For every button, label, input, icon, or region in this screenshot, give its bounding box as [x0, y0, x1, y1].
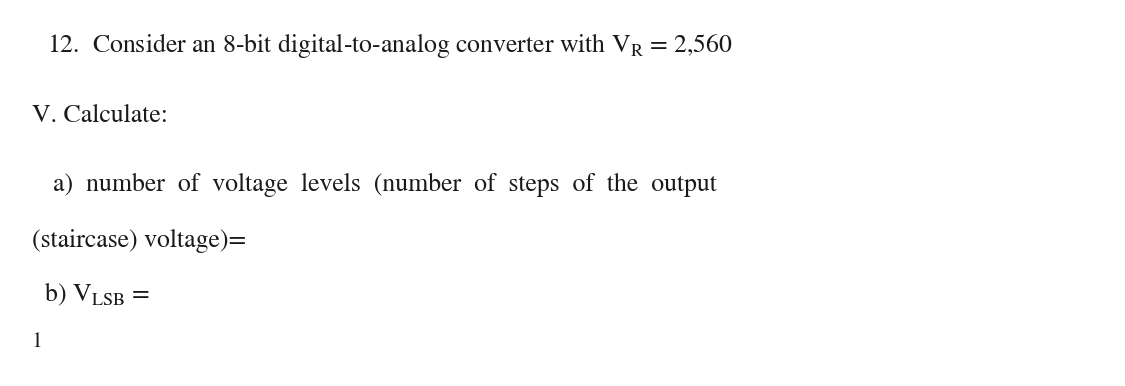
Text: a)  number  of  voltage  levels  (number  of  steps  of  the  output: a) number of voltage levels (number of s… — [40, 173, 718, 197]
Text: 1: 1 — [32, 333, 43, 352]
Text: 12.  Consider an 8-bit digital-to-analog converter with $\mathregular{V}_{\mathr: 12. Consider an 8-bit digital-to-analog … — [47, 31, 734, 60]
Text: V. Calculate:: V. Calculate: — [32, 103, 168, 128]
Text: b) $\mathregular{V}_{\mathregular{LSB}}$ =: b) $\mathregular{V}_{\mathregular{LSB}}$… — [32, 281, 150, 308]
Text: (staircase) voltage)=: (staircase) voltage)= — [32, 229, 245, 253]
